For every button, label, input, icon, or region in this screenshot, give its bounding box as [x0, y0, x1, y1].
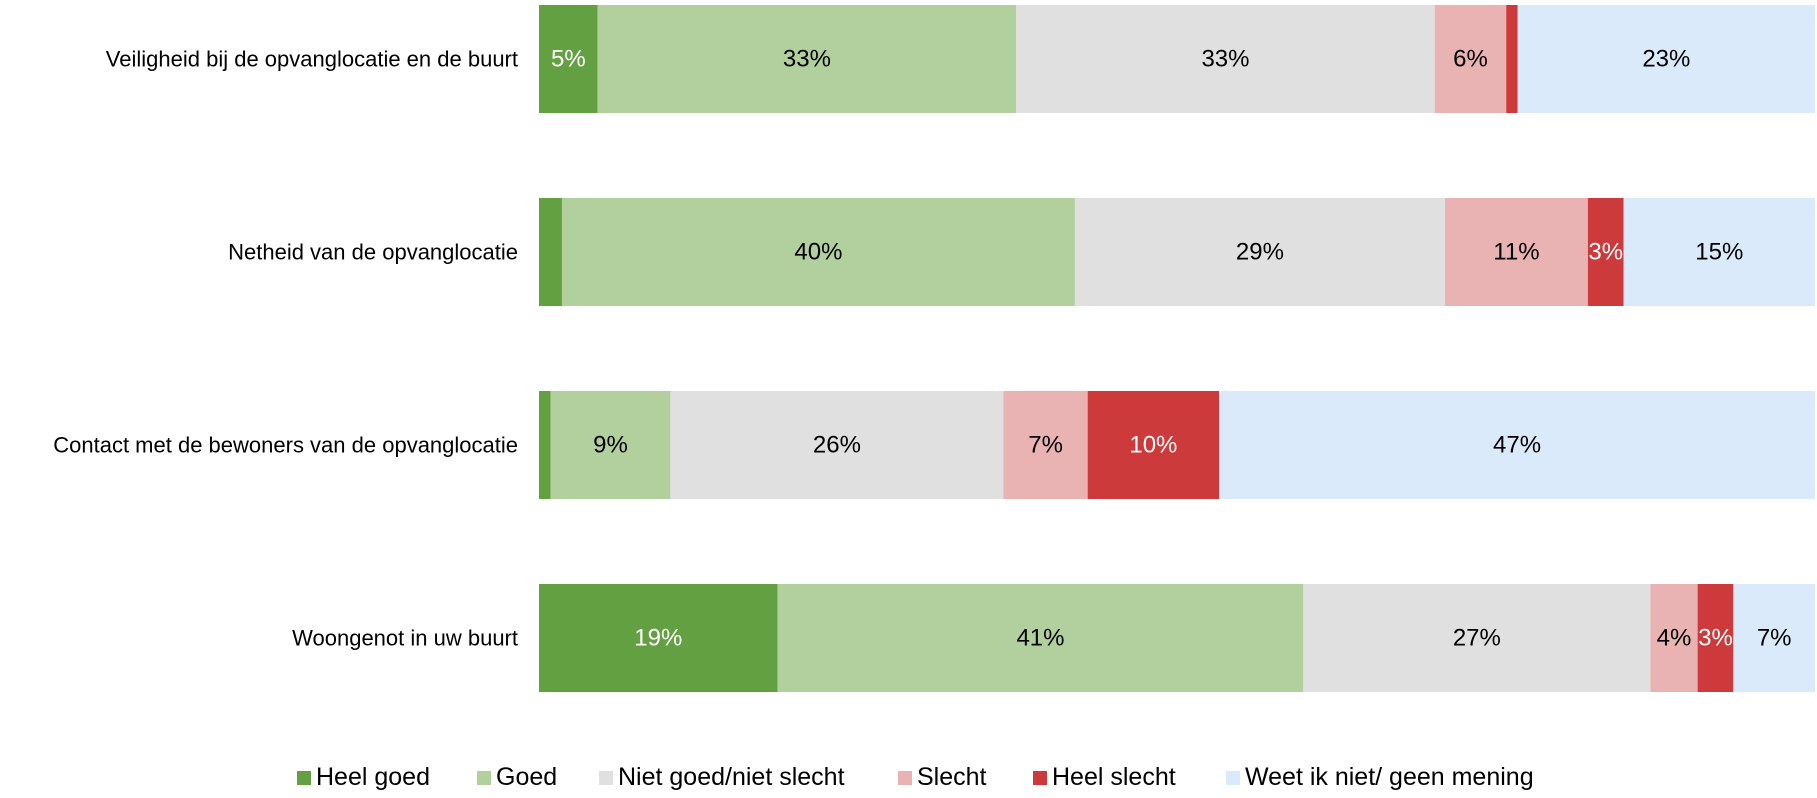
legend-swatch-heel-goed	[297, 771, 311, 785]
legend-swatch-niet-goed-niet-slecht	[599, 771, 613, 785]
data-label: 9%	[593, 432, 628, 459]
bar-segment-niet-goed-niet-slecht-1	[1016, 5, 1435, 113]
data-label: 3%	[1698, 625, 1733, 652]
category-label: Veiligheid bij de opvanglocatie en de bu…	[106, 47, 518, 72]
data-label: 27%	[1453, 625, 1501, 652]
bar-segment-slecht-3	[1003, 391, 1088, 499]
data-label: 40%	[794, 239, 842, 266]
bar-segment-slecht-1	[1434, 5, 1507, 113]
bar-segment-heel-goed-3	[539, 391, 551, 499]
legend-label: Weet ik niet/ geen mening	[1245, 763, 1534, 791]
bar-segment-slecht-4	[1650, 584, 1698, 692]
bar-segment-heel-goed-2	[539, 198, 562, 306]
data-label: 33%	[783, 46, 831, 73]
bar-segment-niet-goed-niet-slecht-4	[1303, 584, 1651, 692]
data-label: 3%	[1588, 239, 1623, 266]
data-label: 7%	[1757, 625, 1792, 652]
legend-swatch-goed	[477, 771, 491, 785]
data-label: 4%	[1657, 625, 1692, 652]
bar-segment-heel-slecht-3	[1087, 391, 1220, 499]
data-label: 33%	[1201, 46, 1249, 73]
data-label: 5%	[551, 46, 586, 73]
bar-segment-heel-goed-4	[539, 584, 778, 692]
bar-segment-goed-1	[597, 5, 1017, 113]
legend-swatch-weet-ik-niet-geen-mening	[1226, 771, 1240, 785]
bar-segment-weet-ik-niet-geen-mening-4	[1733, 584, 1815, 692]
category-labels: Veiligheid bij de opvanglocatie en de bu…	[53, 47, 518, 651]
bar-segment-weet-ik-niet-geen-mening-1	[1517, 5, 1815, 113]
bar-segment-heel-goed-1	[539, 5, 598, 113]
bar-segment-weet-ik-niet-geen-mening-2	[1623, 198, 1815, 306]
data-label: 41%	[1016, 625, 1064, 652]
data-label: 15%	[1695, 239, 1743, 266]
bar-segment-heel-slecht-2	[1587, 198, 1624, 306]
category-label: Woongenot in uw buurt	[292, 626, 518, 651]
data-label: 26%	[813, 432, 861, 459]
data-label: 47%	[1493, 432, 1541, 459]
legend-swatch-heel-slecht	[1033, 771, 1047, 785]
bar-segment-niet-goed-niet-slecht-2	[1074, 198, 1445, 306]
legend-label: Goed	[496, 763, 557, 791]
legend-label: Heel goed	[316, 763, 430, 791]
bar-segment-niet-goed-niet-slecht-3	[670, 391, 1004, 499]
bar-segment-goed-2	[561, 198, 1075, 306]
data-label: 29%	[1236, 239, 1284, 266]
data-label: 19%	[634, 625, 682, 652]
bar-segment-weet-ik-niet-geen-mening-3	[1219, 391, 1815, 499]
data-label: 10%	[1129, 432, 1177, 459]
data-label: 11%	[1493, 239, 1539, 266]
legend-swatch-slecht	[898, 771, 912, 785]
bar-segment-goed-4	[777, 584, 1304, 692]
legend-label: Heel slecht	[1052, 763, 1176, 791]
category-label: Contact met de bewoners van de opvangloc…	[53, 433, 518, 458]
legend: Heel goed Goed Niet goed/niet slecht Slecht…	[297, 763, 1534, 791]
data-label: 23%	[1642, 46, 1690, 73]
bars-group: 5% 33% 33% 6% 23% 40% 29% 11% 3% 15% 9% 26% 7% 10% 47%…	[539, 5, 1815, 692]
legend-label: Niet goed/niet slecht	[618, 763, 845, 791]
bar-segment-heel-slecht-1	[1506, 5, 1518, 113]
legend-label: Slecht	[917, 763, 987, 791]
bar-segment-slecht-2	[1444, 198, 1588, 306]
bar-segment-heel-slecht-4	[1697, 584, 1734, 692]
category-label: Netheid van de opvanglocatie	[228, 240, 518, 265]
data-label: 7%	[1028, 432, 1063, 459]
data-label: 6%	[1453, 46, 1488, 73]
bar-segment-goed-3	[550, 391, 671, 499]
